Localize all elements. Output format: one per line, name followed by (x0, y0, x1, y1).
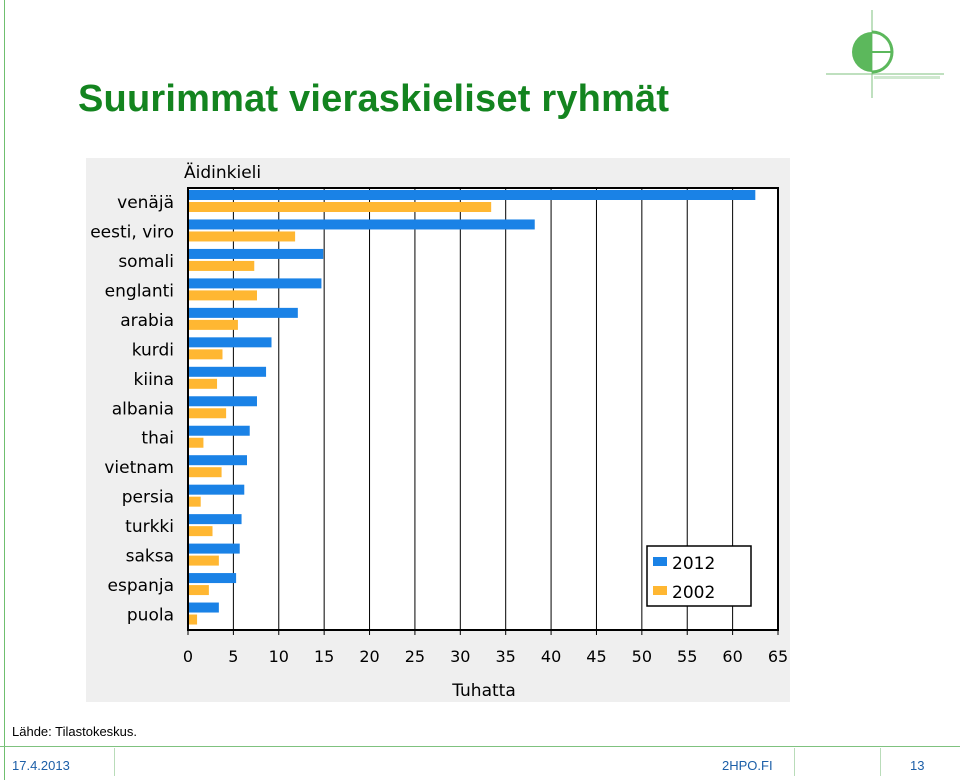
x-tick-label: 40 (541, 647, 561, 666)
bar-2012-3 (189, 248, 324, 259)
source-note: Lähde: Tilastokeskus. (12, 724, 138, 739)
bar-2002-10 (189, 467, 222, 478)
x-tick-label: 45 (586, 647, 606, 666)
x-tick-label: 5 (228, 647, 238, 666)
bar-2002-8 (189, 408, 227, 419)
footer-divider (0, 746, 960, 747)
left-border-line (4, 0, 5, 780)
bar-2002-14 (189, 585, 209, 596)
category-label: englanti (105, 281, 174, 301)
x-tick-label: 65 (768, 647, 788, 666)
category-label: persia (122, 488, 174, 508)
category-label: kurdi (132, 340, 174, 360)
bar-2012-6 (189, 337, 272, 348)
legend-label-2012: 2012 (672, 554, 715, 574)
bar-2002-3 (189, 260, 255, 271)
x-axis-label: Tuhatta (451, 681, 516, 701)
x-tick-label: 30 (450, 647, 470, 666)
x-tick-label: 0 (183, 647, 193, 666)
category-label: arabia (120, 311, 174, 331)
bar-2012-12 (189, 514, 242, 525)
bar-2002-9 (189, 437, 204, 448)
category-label: vietnam (104, 458, 174, 478)
category-label: espanja (108, 576, 174, 596)
bar-2002-11 (189, 496, 201, 507)
legend-swatch-2012 (653, 557, 667, 566)
bar-2012-4 (189, 278, 322, 289)
bar-2012-10 (189, 455, 247, 466)
bar-2012-8 (189, 396, 257, 407)
bar-2012-9 (189, 425, 250, 436)
bar-2012-1 (189, 190, 756, 200)
bar-2012-5 (189, 307, 298, 318)
x-tick-label: 55 (677, 647, 697, 666)
logo-icon (826, 10, 944, 98)
category-label: kiina (134, 370, 174, 390)
footer-separator (114, 748, 115, 776)
x-tick-label: 25 (405, 647, 425, 666)
bar-2012-14 (189, 573, 237, 584)
footer-separator (794, 748, 795, 776)
x-tick-label: 35 (496, 647, 516, 666)
legend-swatch-2002 (653, 586, 667, 595)
x-tick-label: 15 (314, 647, 334, 666)
x-tick-label: 50 (632, 647, 652, 666)
legend: 2012 2002 (646, 545, 752, 607)
bar-2002-6 (189, 349, 223, 360)
bar-chart: 0 5 10 15 20 25 30 35 40 45 50 55 60 65 venäjä eesti, v… (86, 158, 790, 702)
bar-2002-5 (189, 319, 238, 330)
x-tick-label: 10 (269, 647, 289, 666)
category-label: puola (127, 606, 174, 626)
slide-title: Suurimmat vieraskieliset ryhmät (78, 78, 670, 120)
footer-date: 17.4.2013 (12, 758, 70, 773)
bar-2002-13 (189, 555, 219, 566)
category-label: thai (141, 429, 174, 449)
x-tick-label: 20 (359, 647, 379, 666)
chart-title: Äidinkieli (184, 162, 261, 183)
legend-box (646, 545, 752, 607)
bar-2012-2 (189, 219, 535, 230)
category-label: albania (112, 399, 174, 419)
category-label: turkki (125, 517, 174, 537)
category-label: saksa (126, 547, 174, 567)
category-label: eesti, viro (90, 222, 174, 242)
legend-label-2002: 2002 (672, 583, 715, 603)
bar-2002-1 (189, 202, 492, 212)
category-label: venäjä (117, 193, 174, 213)
bar-2002-15 (189, 614, 198, 625)
bar-2002-12 (189, 526, 213, 537)
bar-2012-7 (189, 366, 267, 377)
bar-2002-2 (189, 231, 296, 242)
bar-2012-15 (189, 602, 219, 613)
bar-2012-11 (189, 484, 245, 495)
plot-frame (187, 187, 779, 631)
bar-2012-13 (189, 543, 240, 554)
x-tick-label: 60 (722, 647, 742, 666)
bar-2002-4 (189, 290, 257, 301)
bar-2002-7 (189, 378, 218, 389)
footer-separator (880, 748, 881, 776)
footer-site: 2HPO.FI (722, 758, 773, 773)
page-number: 13 (910, 758, 925, 773)
category-label: somali (118, 252, 174, 272)
